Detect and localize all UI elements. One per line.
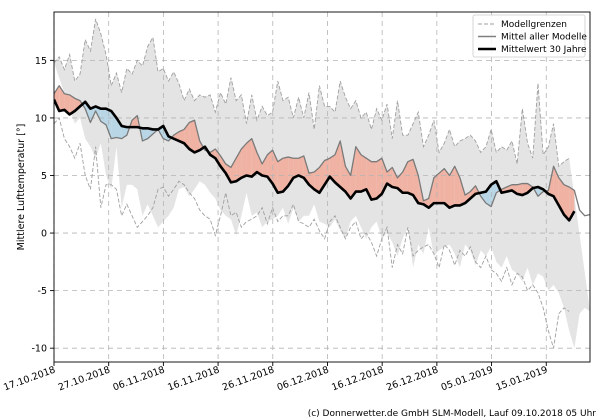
warmer-anomaly-area	[69, 94, 75, 115]
x-tick-label: 05.01.2019	[440, 364, 495, 393]
warmer-anomaly-area	[220, 155, 226, 174]
x-tick-label: 06.12.2018	[276, 364, 331, 393]
y-tick-label: 5	[41, 171, 47, 182]
warmer-anomaly-area	[387, 167, 393, 187]
colder-anomaly-area	[147, 128, 153, 139]
warmer-anomaly-area	[413, 159, 419, 204]
colder-anomaly-area	[116, 117, 122, 139]
y-axis-ticks: -10 -5 0 5 10 15	[31, 56, 54, 355]
y-tick-label: -10	[31, 344, 47, 355]
warmer-anomaly-area	[376, 158, 382, 199]
warmer-anomaly-area	[392, 167, 398, 189]
warmer-anomaly-area	[272, 150, 278, 193]
warmer-anomaly-area	[74, 98, 81, 112]
colder-anomaly-area	[491, 181, 497, 207]
legend-box	[472, 14, 586, 58]
legend: Modellgrenzen Mittel aller Modelle Mittelw…	[472, 14, 587, 58]
warmer-anomaly-area	[293, 158, 299, 178]
warmer-anomaly-area	[407, 159, 414, 196]
warmer-anomaly-area	[189, 120, 195, 153]
y-tick-label: 15	[35, 56, 47, 67]
warmer-anomaly-area	[470, 185, 476, 199]
warmer-anomaly-area	[350, 146, 356, 199]
warmer-anomaly-area	[178, 129, 185, 144]
model-min-line	[54, 116, 570, 349]
warmer-anomaly-area	[282, 157, 289, 192]
warmer-anomaly-area	[314, 167, 320, 193]
warmer-anomaly-area	[184, 122, 190, 150]
warmer-anomaly-area	[246, 138, 252, 177]
series-lines	[54, 18, 590, 349]
colder-anomaly-area	[480, 191, 486, 204]
legend-label: Mittel aller Modelle	[501, 33, 587, 43]
x-axis-ticks: 17.10.2018 27.10.2018 06.11.2018 16.11.2018…	[2, 362, 549, 393]
warmer-anomaly-area	[230, 158, 237, 183]
warmer-anomaly-area	[355, 146, 362, 192]
footer-credit: (c) Donnerwetter.de GmbH SLM-Modell, Lau…	[308, 409, 597, 419]
warmer-anomaly-area	[251, 138, 257, 177]
warmer-anomaly-area	[194, 120, 200, 153]
warmer-anomaly-area	[433, 173, 440, 204]
x-tick-label: 17.10.2018	[2, 364, 57, 393]
y-axis-label: Mittlere Lufttemperatur [°]	[16, 124, 27, 251]
climatology-line	[54, 98, 576, 222]
x-tick-label: 16.12.2018	[330, 364, 385, 393]
warmer-anomaly-area	[439, 168, 445, 204]
y-tick-label: 0	[41, 229, 47, 240]
legend-label: Modellgrenzen	[501, 20, 567, 30]
x-tick-label: 16.11.2018	[166, 364, 221, 393]
model-max-line	[54, 18, 570, 168]
x-tick-label: 26.12.2018	[385, 364, 440, 393]
colder-anomaly-area	[142, 128, 148, 141]
x-tick-label: 15.01.2019	[494, 364, 549, 393]
warmer-anomaly-area	[262, 154, 268, 177]
y-tick-label: 10	[35, 113, 47, 124]
plot-frame	[53, 11, 591, 363]
warmer-anomaly-area	[241, 143, 247, 178]
warmer-anomaly-area	[256, 152, 263, 176]
warmer-anomaly-area	[459, 177, 466, 206]
colder-anomaly-area	[100, 108, 107, 125]
x-tick-label: 27.10.2018	[57, 364, 112, 393]
warmer-anomaly-area	[449, 166, 455, 208]
legend-label: Mittelwert 30 Jahre	[501, 45, 587, 55]
warmer-anomaly-area	[444, 168, 450, 208]
warmer-anomaly-area	[340, 140, 346, 192]
warmer-anomaly-area	[132, 115, 138, 128]
x-tick-label: 26.11.2018	[221, 364, 276, 393]
warmer-anomaly-area	[361, 154, 367, 192]
warmer-anomaly-area	[371, 161, 377, 200]
warmer-anomaly-area	[298, 155, 304, 178]
warmer-anomaly-area	[563, 184, 570, 221]
y-tick-label: -5	[38, 286, 47, 297]
warmer-anomaly-area	[517, 183, 523, 196]
x-tick-label: 06.11.2018	[112, 364, 167, 393]
